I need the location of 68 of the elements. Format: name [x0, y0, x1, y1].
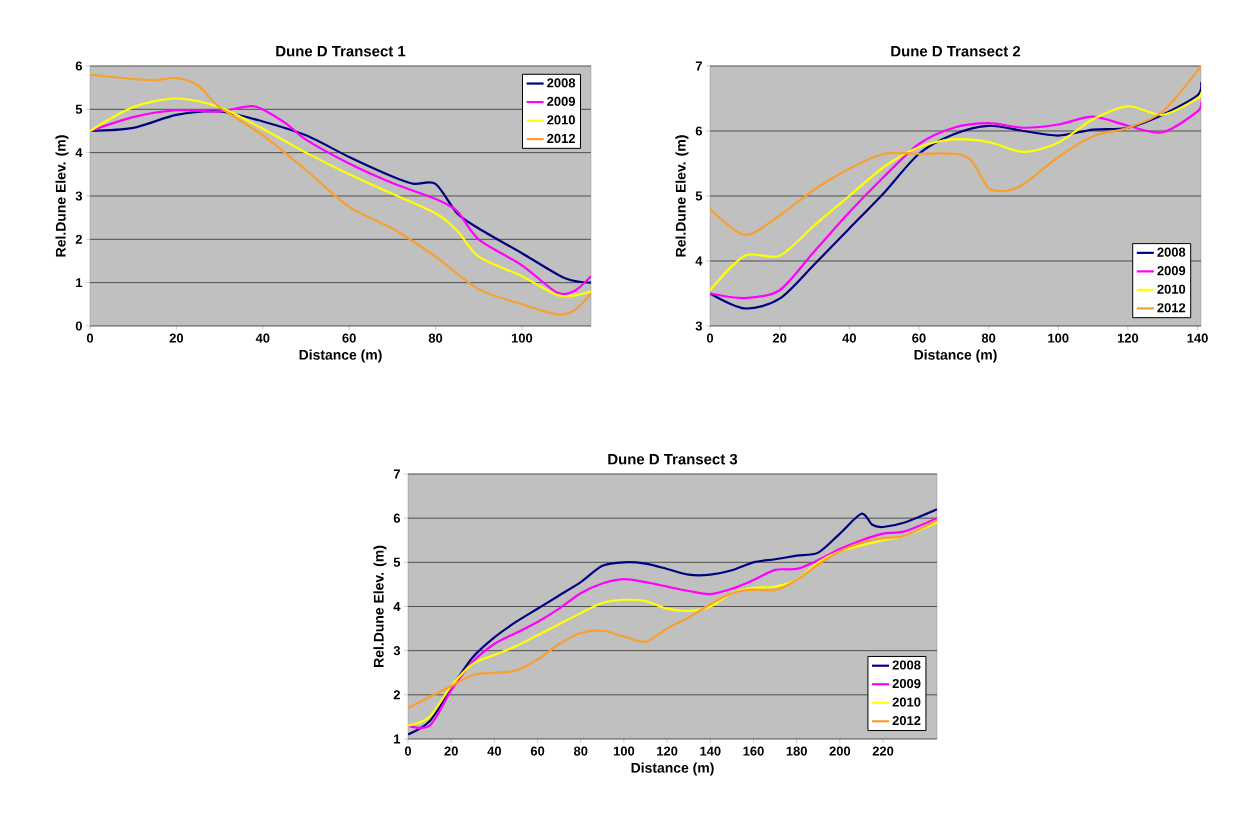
legend-label: 2010 — [547, 115, 575, 125]
x-tick-label: 0 — [404, 746, 412, 756]
x-tick-label: 40 — [842, 333, 856, 343]
y-tick-label: 1 — [76, 278, 83, 288]
legend-label: 2008 — [1157, 247, 1186, 257]
x-tick-label: 120 — [657, 746, 678, 756]
y-axis-title: Rel.Dune Elev. (m) — [373, 545, 387, 667]
y-tick-label: 6 — [695, 126, 703, 136]
y-tick-label: 4 — [75, 148, 83, 158]
x-tick-label: 20 — [444, 746, 458, 756]
x-tick-label: 100 — [511, 333, 533, 343]
y-tick-label: 2 — [393, 690, 400, 700]
x-axis-title: Distance (m) — [914, 349, 997, 363]
y-tick-label: 7 — [695, 61, 702, 71]
legend-label: 2012 — [1157, 303, 1186, 313]
y-tick-label: 4 — [695, 256, 703, 266]
y-tick-label: 2 — [75, 234, 82, 244]
x-axis-title: Distance (m) — [299, 349, 382, 363]
chart-title: Dune D Transect 3 — [608, 453, 738, 465]
x-tick-label: 160 — [743, 746, 764, 756]
legend-label: 2009 — [1157, 266, 1186, 276]
x-tick-label: 120 — [1117, 333, 1139, 343]
x-tick-label: 140 — [700, 746, 721, 756]
x-tick-label: 80 — [981, 333, 996, 343]
y-tick-label: 1 — [394, 734, 401, 744]
x-tick-label: 100 — [1048, 333, 1069, 343]
x-tick-label: 60 — [912, 333, 926, 343]
legend-label: 2012 — [892, 716, 921, 726]
x-tick-label: 0 — [86, 333, 94, 343]
x-tick-label: 20 — [772, 333, 787, 343]
y-tick-label: 5 — [393, 557, 401, 567]
y-tick-label: 5 — [695, 191, 703, 201]
y-tick-label: 0 — [75, 321, 82, 331]
x-tick-label: 200 — [829, 746, 851, 756]
legend-label: 2008 — [892, 660, 921, 670]
line-series — [90, 73, 592, 316]
legend-label: 2012 — [547, 133, 575, 144]
x-tick-label: 180 — [786, 746, 807, 756]
legend-label: 2009 — [547, 96, 576, 106]
y-axis-title: Rel.Dune Elev. (m) — [55, 135, 69, 257]
y-tick-label: 6 — [393, 513, 401, 523]
x-tick-label: 80 — [573, 746, 588, 756]
y-tick-label: 6 — [75, 61, 83, 71]
legend-label: 2008 — [547, 78, 576, 88]
x-tick-label: 0 — [706, 333, 714, 343]
legend-label: 2009 — [892, 678, 921, 689]
x-tick-label: 100 — [613, 746, 635, 756]
x-tick-label: 80 — [428, 333, 443, 343]
legend-label: 2010 — [892, 697, 921, 707]
x-tick-label: 40 — [487, 746, 502, 756]
x-tick-label: 60 — [342, 333, 356, 343]
x-tick-label: 140 — [1187, 333, 1208, 343]
y-tick-label: 3 — [695, 321, 703, 331]
y-tick-label: 4 — [393, 602, 401, 611]
x-tick-label: 40 — [255, 333, 270, 343]
y-axis-title: Rel.Dune Elev. (m) — [675, 135, 689, 257]
x-tick-label: 60 — [530, 746, 545, 756]
y-tick-label: 3 — [393, 646, 401, 656]
line-series — [710, 65, 1202, 237]
chart-title: Dune D Transect 1 — [276, 46, 406, 57]
y-tick-label: 5 — [75, 104, 83, 114]
legend-label: 2010 — [1157, 284, 1186, 294]
x-axis-title: Distance (m) — [631, 762, 714, 776]
x-tick-label: 20 — [169, 333, 184, 343]
y-tick-label: 7 — [393, 469, 400, 479]
y-tick-label: 3 — [75, 191, 83, 201]
chart-title: Dune D Transect 2 — [891, 45, 1021, 57]
x-tick-label: 220 — [872, 746, 894, 756]
